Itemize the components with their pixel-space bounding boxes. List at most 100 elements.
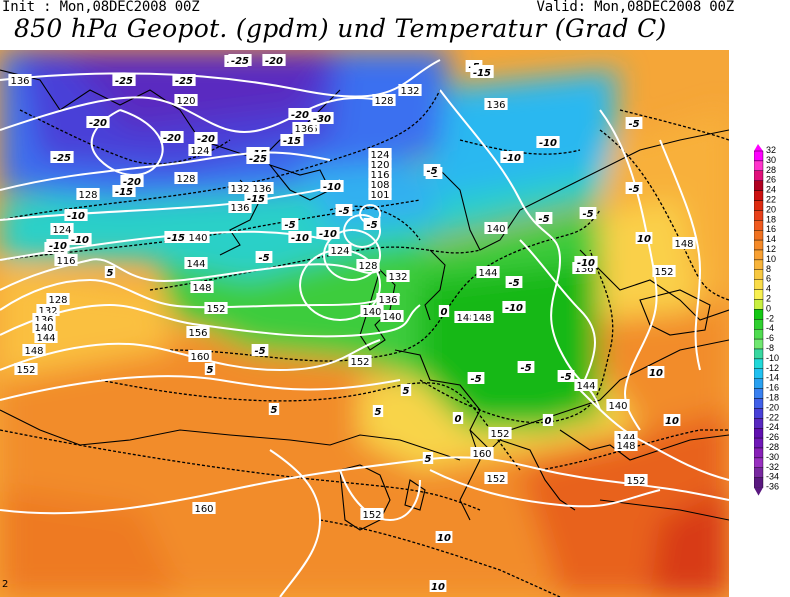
- geopotential-label: 124: [52, 225, 71, 236]
- geopotential-label: 144: [36, 333, 55, 344]
- geopotential-label: 136: [294, 124, 313, 135]
- geopotential-label: 140: [34, 323, 53, 334]
- legend-swatch: [753, 437, 764, 449]
- geopotential-label-box: [174, 94, 198, 106]
- geopotential-label-box: [174, 172, 198, 184]
- color-legend: 32 30 28 26 24 22 20 18 16 14 12 10 8 6 4 2 0 -2 -4 -6 -8 -10…: [753, 143, 788, 513]
- temperature-label-box: [500, 151, 524, 163]
- legend-tick-label: 30: [766, 155, 776, 165]
- geopotential-label-box: [328, 244, 352, 256]
- temperature-label: -5: [366, 220, 377, 231]
- legend-tick-label: -14: [766, 373, 779, 383]
- temperature-label-box: [363, 218, 381, 230]
- temperature-label: -5: [538, 214, 549, 225]
- legend-tick-label: -26: [766, 432, 779, 442]
- geopotential-label: 128: [78, 190, 97, 201]
- geopotential-label-box: [360, 508, 384, 520]
- temperature-label: -5: [338, 206, 349, 217]
- geopotential-label: 148: [456, 313, 475, 324]
- legend-swatch: [753, 249, 764, 261]
- geopotential-contour: [0, 96, 381, 133]
- temperature-label: -5: [582, 209, 593, 220]
- geopotential-label: 160: [472, 449, 491, 460]
- temperature-label-box: [438, 305, 450, 317]
- temperature-label-box: [423, 164, 441, 176]
- geopotential-label: 120: [370, 160, 389, 171]
- temperature-label-box: [663, 414, 681, 426]
- geopotential-label-box: [624, 474, 648, 486]
- geopotential-label-box: [360, 305, 384, 317]
- temperature-label: -20: [89, 118, 107, 129]
- temperature-label-box: [536, 136, 560, 148]
- geopotential-label-box: [386, 270, 410, 282]
- geopotential-label: 128: [358, 261, 377, 272]
- temperature-label-box: [288, 108, 312, 120]
- geopotential-label-box: [368, 188, 392, 200]
- legend-swatch: [753, 220, 764, 231]
- blue-zone-north: [420, 70, 620, 200]
- temperature-label: -10: [67, 211, 85, 222]
- geopotential-contour: [0, 375, 401, 401]
- geopotential-label: 132: [400, 86, 419, 97]
- legend-swatch: [753, 467, 764, 478]
- legend-swatch: [753, 269, 764, 280]
- temperature-label-box: [435, 531, 453, 543]
- geopotential-label: 140: [382, 312, 401, 323]
- geopotential-label: 152: [16, 365, 35, 376]
- legend-swatch: [753, 418, 764, 429]
- coastline: [439, 129, 729, 251]
- geopotential-label-box: [14, 363, 38, 375]
- temperature-label: -10: [49, 241, 67, 252]
- isotherm-line: [0, 429, 481, 511]
- geopotential-label-box: [368, 178, 392, 190]
- geopotential-contour: [429, 469, 661, 508]
- geopotential-label-box: [184, 257, 208, 269]
- geopotential-label-box: [34, 331, 58, 343]
- temperature-label-box: [579, 207, 597, 219]
- isotherm-line: [619, 109, 729, 141]
- geopotential-label-box: [476, 266, 500, 278]
- legend-tick-label: 0: [766, 303, 771, 313]
- temperature-label-box: [164, 231, 188, 243]
- geopotential-label-box: [188, 350, 212, 362]
- coastline: [599, 499, 729, 521]
- coastline: [559, 429, 729, 461]
- geopotential-label: 160: [194, 504, 213, 515]
- temperature-label-box: [502, 301, 526, 313]
- temperature-label-box: [470, 66, 494, 78]
- temperature-label-box: [635, 232, 653, 244]
- geopotential-label: 132: [230, 184, 249, 195]
- legend-tick-label: -24: [766, 422, 779, 432]
- geopotential-label-box: [250, 182, 274, 194]
- temperature-label-box: [557, 370, 575, 382]
- temperature-label-box: [574, 256, 598, 268]
- geopotential-label: 152: [626, 476, 645, 487]
- geopotential-label-box: [46, 293, 70, 305]
- legend-tick-label: -34: [766, 472, 779, 482]
- geopotential-label: 128: [176, 174, 195, 185]
- legend-swatch: [753, 447, 764, 459]
- temperature-label: 10: [437, 533, 451, 544]
- legend-swatch: [753, 289, 764, 300]
- geopotential-label-box: [22, 344, 46, 356]
- temperature-label-box: [46, 239, 70, 251]
- temperature-label-box: [194, 132, 218, 144]
- temperature-field: [0, 50, 729, 597]
- geopotential-label-box: [192, 502, 216, 514]
- legend-swatch: [753, 398, 764, 409]
- geopotential-label-box: [470, 311, 494, 323]
- geopotential-label-box: [204, 302, 228, 314]
- temperature-label-box: [228, 54, 252, 66]
- geopotential-label-box: [186, 326, 210, 338]
- temperature-label: -5: [508, 278, 519, 289]
- temperature-label: 5: [403, 386, 410, 397]
- geopotential-label-box: [54, 254, 78, 266]
- geopotential-label: 152: [490, 429, 509, 440]
- legend-swatch: [753, 368, 764, 379]
- geopotential-label: 136: [230, 203, 249, 214]
- isotherm-line: [169, 209, 601, 362]
- geopotential-label: 124: [370, 150, 389, 161]
- warm-zone-southwest: [0, 490, 180, 597]
- legend-swatch: [753, 428, 764, 439]
